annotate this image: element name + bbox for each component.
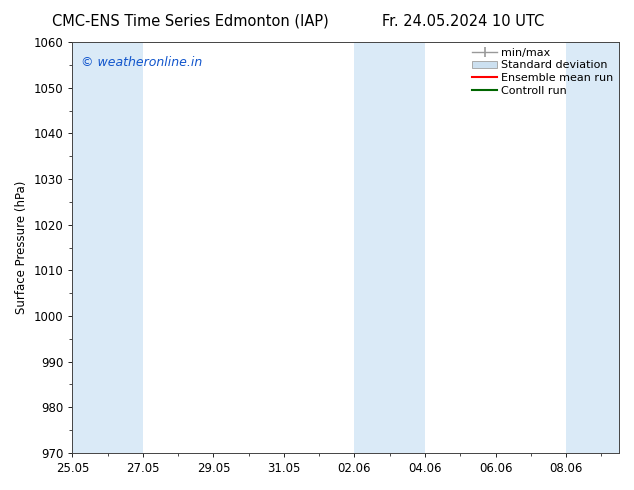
- Legend: min/max, Standard deviation, Ensemble mean run, Controll run: min/max, Standard deviation, Ensemble me…: [469, 44, 617, 99]
- Bar: [354, 42, 425, 453]
- Bar: [566, 42, 619, 453]
- Text: CMC-ENS Time Series Edmonton (IAP): CMC-ENS Time Series Edmonton (IAP): [52, 14, 328, 29]
- Text: Fr. 24.05.2024 10 UTC: Fr. 24.05.2024 10 UTC: [382, 14, 544, 29]
- Bar: [72, 42, 143, 453]
- Y-axis label: Surface Pressure (hPa): Surface Pressure (hPa): [15, 181, 28, 314]
- Text: © weatheronline.in: © weatheronline.in: [81, 56, 202, 70]
